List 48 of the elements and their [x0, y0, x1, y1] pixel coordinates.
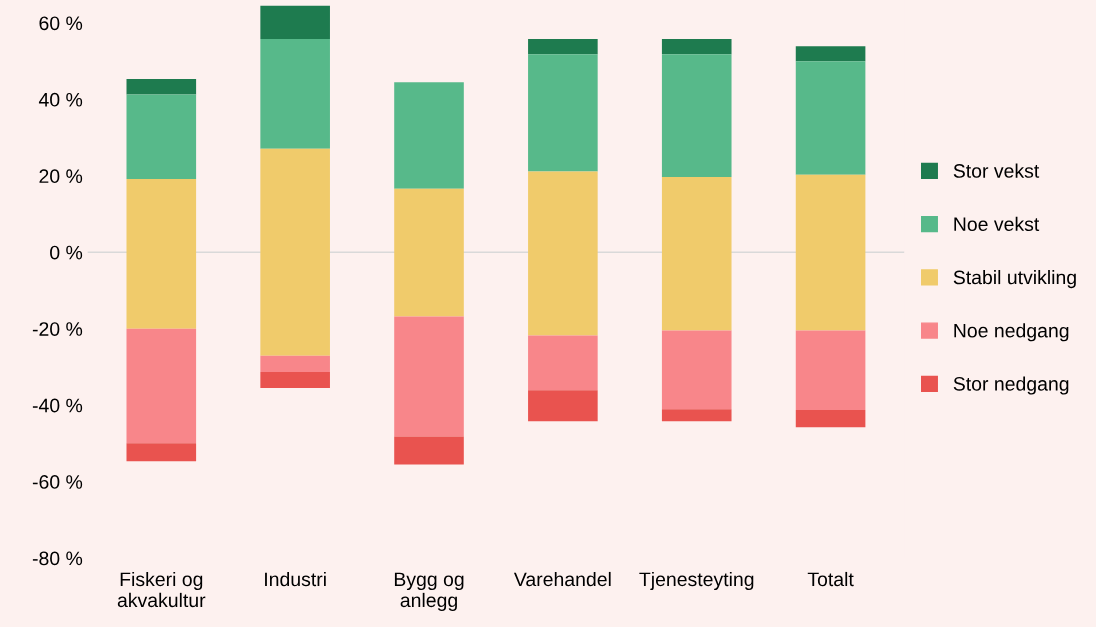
bar	[528, 38, 598, 55]
bar	[528, 171, 598, 336]
y-tick-label: -40 %	[32, 398, 83, 413]
bar	[260, 38, 330, 149]
bar	[394, 188, 464, 317]
bar	[126, 178, 197, 329]
bar	[394, 316, 464, 437]
bar	[260, 148, 330, 356]
bar	[661, 38, 732, 55]
bar	[795, 410, 866, 428]
y-tick-label: -60 %	[32, 475, 83, 489]
x-tick-label: Tjenesteyting	[639, 571, 754, 591]
bar	[394, 82, 464, 189]
legend-label: Stor nedgang	[953, 376, 1069, 395]
y-tick-label: -20 %	[32, 322, 83, 336]
x-tick-label: Totalt	[807, 571, 854, 587]
bar	[260, 355, 330, 372]
legend-label: Stor vekst	[953, 163, 1040, 178]
bar	[528, 335, 598, 391]
bar	[126, 94, 197, 179]
bar	[260, 371, 330, 388]
bar	[126, 79, 197, 95]
y-tick-label: 40 %	[38, 92, 83, 107]
x-tick-label: Fiskeri og akvakultur	[117, 571, 206, 608]
bar	[661, 176, 732, 331]
bar	[795, 174, 866, 331]
x-tick-label: Varehandel	[513, 571, 611, 587]
bar	[126, 443, 197, 462]
bar	[126, 328, 197, 444]
bar	[795, 330, 866, 411]
y-tick-label: 0 %	[50, 245, 83, 260]
legend-label: Noe nedgang	[954, 323, 1069, 342]
bar	[394, 436, 464, 465]
y-tick-label: 60 %	[39, 16, 83, 31]
legend-label: Noe vekst	[954, 216, 1040, 232]
bar	[661, 409, 732, 422]
legend-label: Stabil utvikling	[953, 270, 1076, 289]
y-tick-label: 20 %	[39, 169, 83, 184]
bar	[260, 5, 330, 39]
bar	[528, 54, 598, 172]
y-tick-label: -80 %	[32, 551, 83, 566]
x-tick-label: Bygg og anlegg	[394, 572, 464, 611]
bar	[661, 54, 732, 177]
bar	[661, 330, 732, 410]
bar	[528, 390, 598, 422]
bar	[795, 61, 866, 175]
bar	[795, 46, 866, 62]
x-tick-label: Industri	[265, 571, 326, 587]
